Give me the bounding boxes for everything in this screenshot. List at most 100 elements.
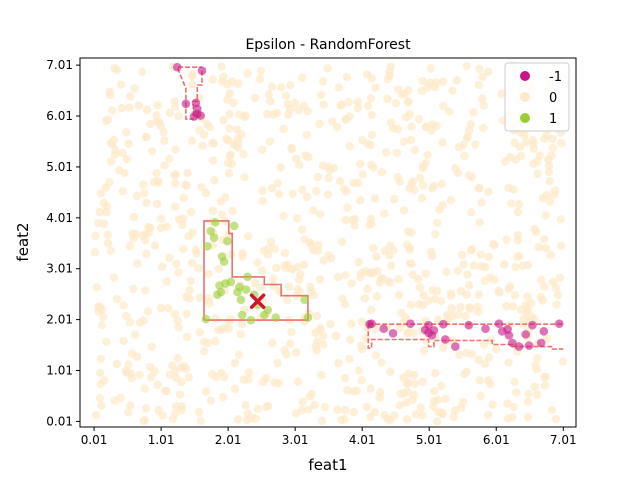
class-0-point <box>418 181 428 190</box>
class-0-point <box>125 103 134 112</box>
class-0-point <box>353 104 363 113</box>
class-0-point <box>118 148 127 158</box>
class-0-point <box>426 64 435 73</box>
class-0-point <box>97 321 107 330</box>
y-tick-label: 1.01 <box>46 364 73 378</box>
class-0-point <box>124 360 133 369</box>
class-0-point <box>171 202 180 211</box>
class-0-point <box>342 72 352 82</box>
class-0-point <box>419 290 428 300</box>
class-0-point <box>419 346 429 355</box>
class-0-point <box>479 123 488 133</box>
class-0-point <box>503 399 512 408</box>
y-tick-label: 4.01 <box>46 211 73 225</box>
class-neg1-point <box>539 327 549 336</box>
class-0-point <box>290 98 300 108</box>
class-0-point <box>357 344 367 354</box>
class-0-point <box>165 108 175 118</box>
class-0-point <box>386 367 395 376</box>
legend-label-0: 0 <box>549 91 557 106</box>
class-0-point <box>407 228 416 237</box>
class-0-point <box>366 94 376 103</box>
class-0-point <box>135 370 144 379</box>
class-0-point <box>291 154 301 164</box>
class-0-point <box>179 193 188 202</box>
class-0-point <box>162 222 172 231</box>
class-0-point <box>280 346 289 355</box>
class-0-point <box>309 291 318 300</box>
class-0-point <box>467 244 477 254</box>
class-0-point <box>194 407 204 417</box>
class-1-point <box>201 314 211 324</box>
class-0-point <box>97 305 107 314</box>
class-0-point <box>410 185 419 195</box>
class-0-point <box>273 179 282 188</box>
class-0-point <box>109 273 119 282</box>
class-neg1-point <box>494 319 504 328</box>
class-0-point <box>383 74 392 84</box>
class-0-point <box>335 177 345 186</box>
class-neg1-point <box>196 111 205 120</box>
class-0-point <box>320 403 330 412</box>
x-axis-ticks: 0.01 1.01 2.01 3.01 4.01 5.01 6.01 7.01 <box>81 427 577 447</box>
class-0-point <box>263 109 272 119</box>
class-0-point <box>550 190 559 199</box>
class-0-point <box>208 75 217 84</box>
class-0-point <box>456 286 466 296</box>
class-0-point <box>404 327 414 337</box>
class-0-point <box>319 256 328 265</box>
class-1-point <box>219 257 229 266</box>
class-0-point <box>437 381 446 391</box>
class-0-point <box>283 260 292 269</box>
class-0-point <box>244 232 253 241</box>
class-0-point <box>369 243 378 253</box>
class-0-point <box>229 98 238 107</box>
class-0-point <box>171 145 180 154</box>
class-1-point <box>226 277 236 287</box>
class-0-point <box>515 200 524 209</box>
class-0-point <box>269 281 278 291</box>
class-0-point <box>301 151 310 160</box>
class-0-point <box>142 105 152 115</box>
x-tick-label: 1.01 <box>148 433 175 447</box>
class-0-point <box>529 139 538 148</box>
class-0-point <box>356 196 365 205</box>
class-0-point <box>214 264 223 274</box>
class-0-point <box>401 113 411 122</box>
class-0-point <box>124 408 133 417</box>
class-neg1-point <box>172 62 182 72</box>
class-0-point <box>530 382 539 391</box>
class-0-point <box>127 374 136 383</box>
class-0-point <box>480 359 490 368</box>
class-0-point <box>172 259 181 268</box>
class-0-point <box>349 407 358 417</box>
decision-boundary-3 <box>367 324 564 350</box>
class-0-point <box>340 373 350 383</box>
class-0-point <box>122 155 131 164</box>
class-0-point <box>140 188 149 198</box>
class-0-point <box>545 197 555 206</box>
class-0-point <box>431 229 440 239</box>
class-neg1-point <box>508 338 517 348</box>
class-0-point <box>345 112 354 121</box>
class-neg1-point <box>379 324 388 334</box>
class-0-point <box>177 378 186 387</box>
class-0-point <box>453 266 463 275</box>
class-0-point <box>393 124 403 134</box>
class-0-point <box>110 150 120 159</box>
class-0-point <box>293 377 303 387</box>
class-0-point <box>309 206 318 215</box>
class-0-point <box>257 266 267 275</box>
class-0-point <box>513 252 522 262</box>
class-0-point <box>323 190 333 199</box>
class-0-point <box>156 303 166 313</box>
class-0-point <box>160 136 169 146</box>
class-0-point <box>552 300 561 309</box>
class-0-point <box>153 101 163 110</box>
class-0-point <box>266 237 276 246</box>
highlight-marker <box>249 293 266 310</box>
class-0-point <box>465 304 475 313</box>
class-0-point <box>344 97 353 107</box>
class-0-point <box>357 376 366 385</box>
class-1-point <box>229 221 239 231</box>
